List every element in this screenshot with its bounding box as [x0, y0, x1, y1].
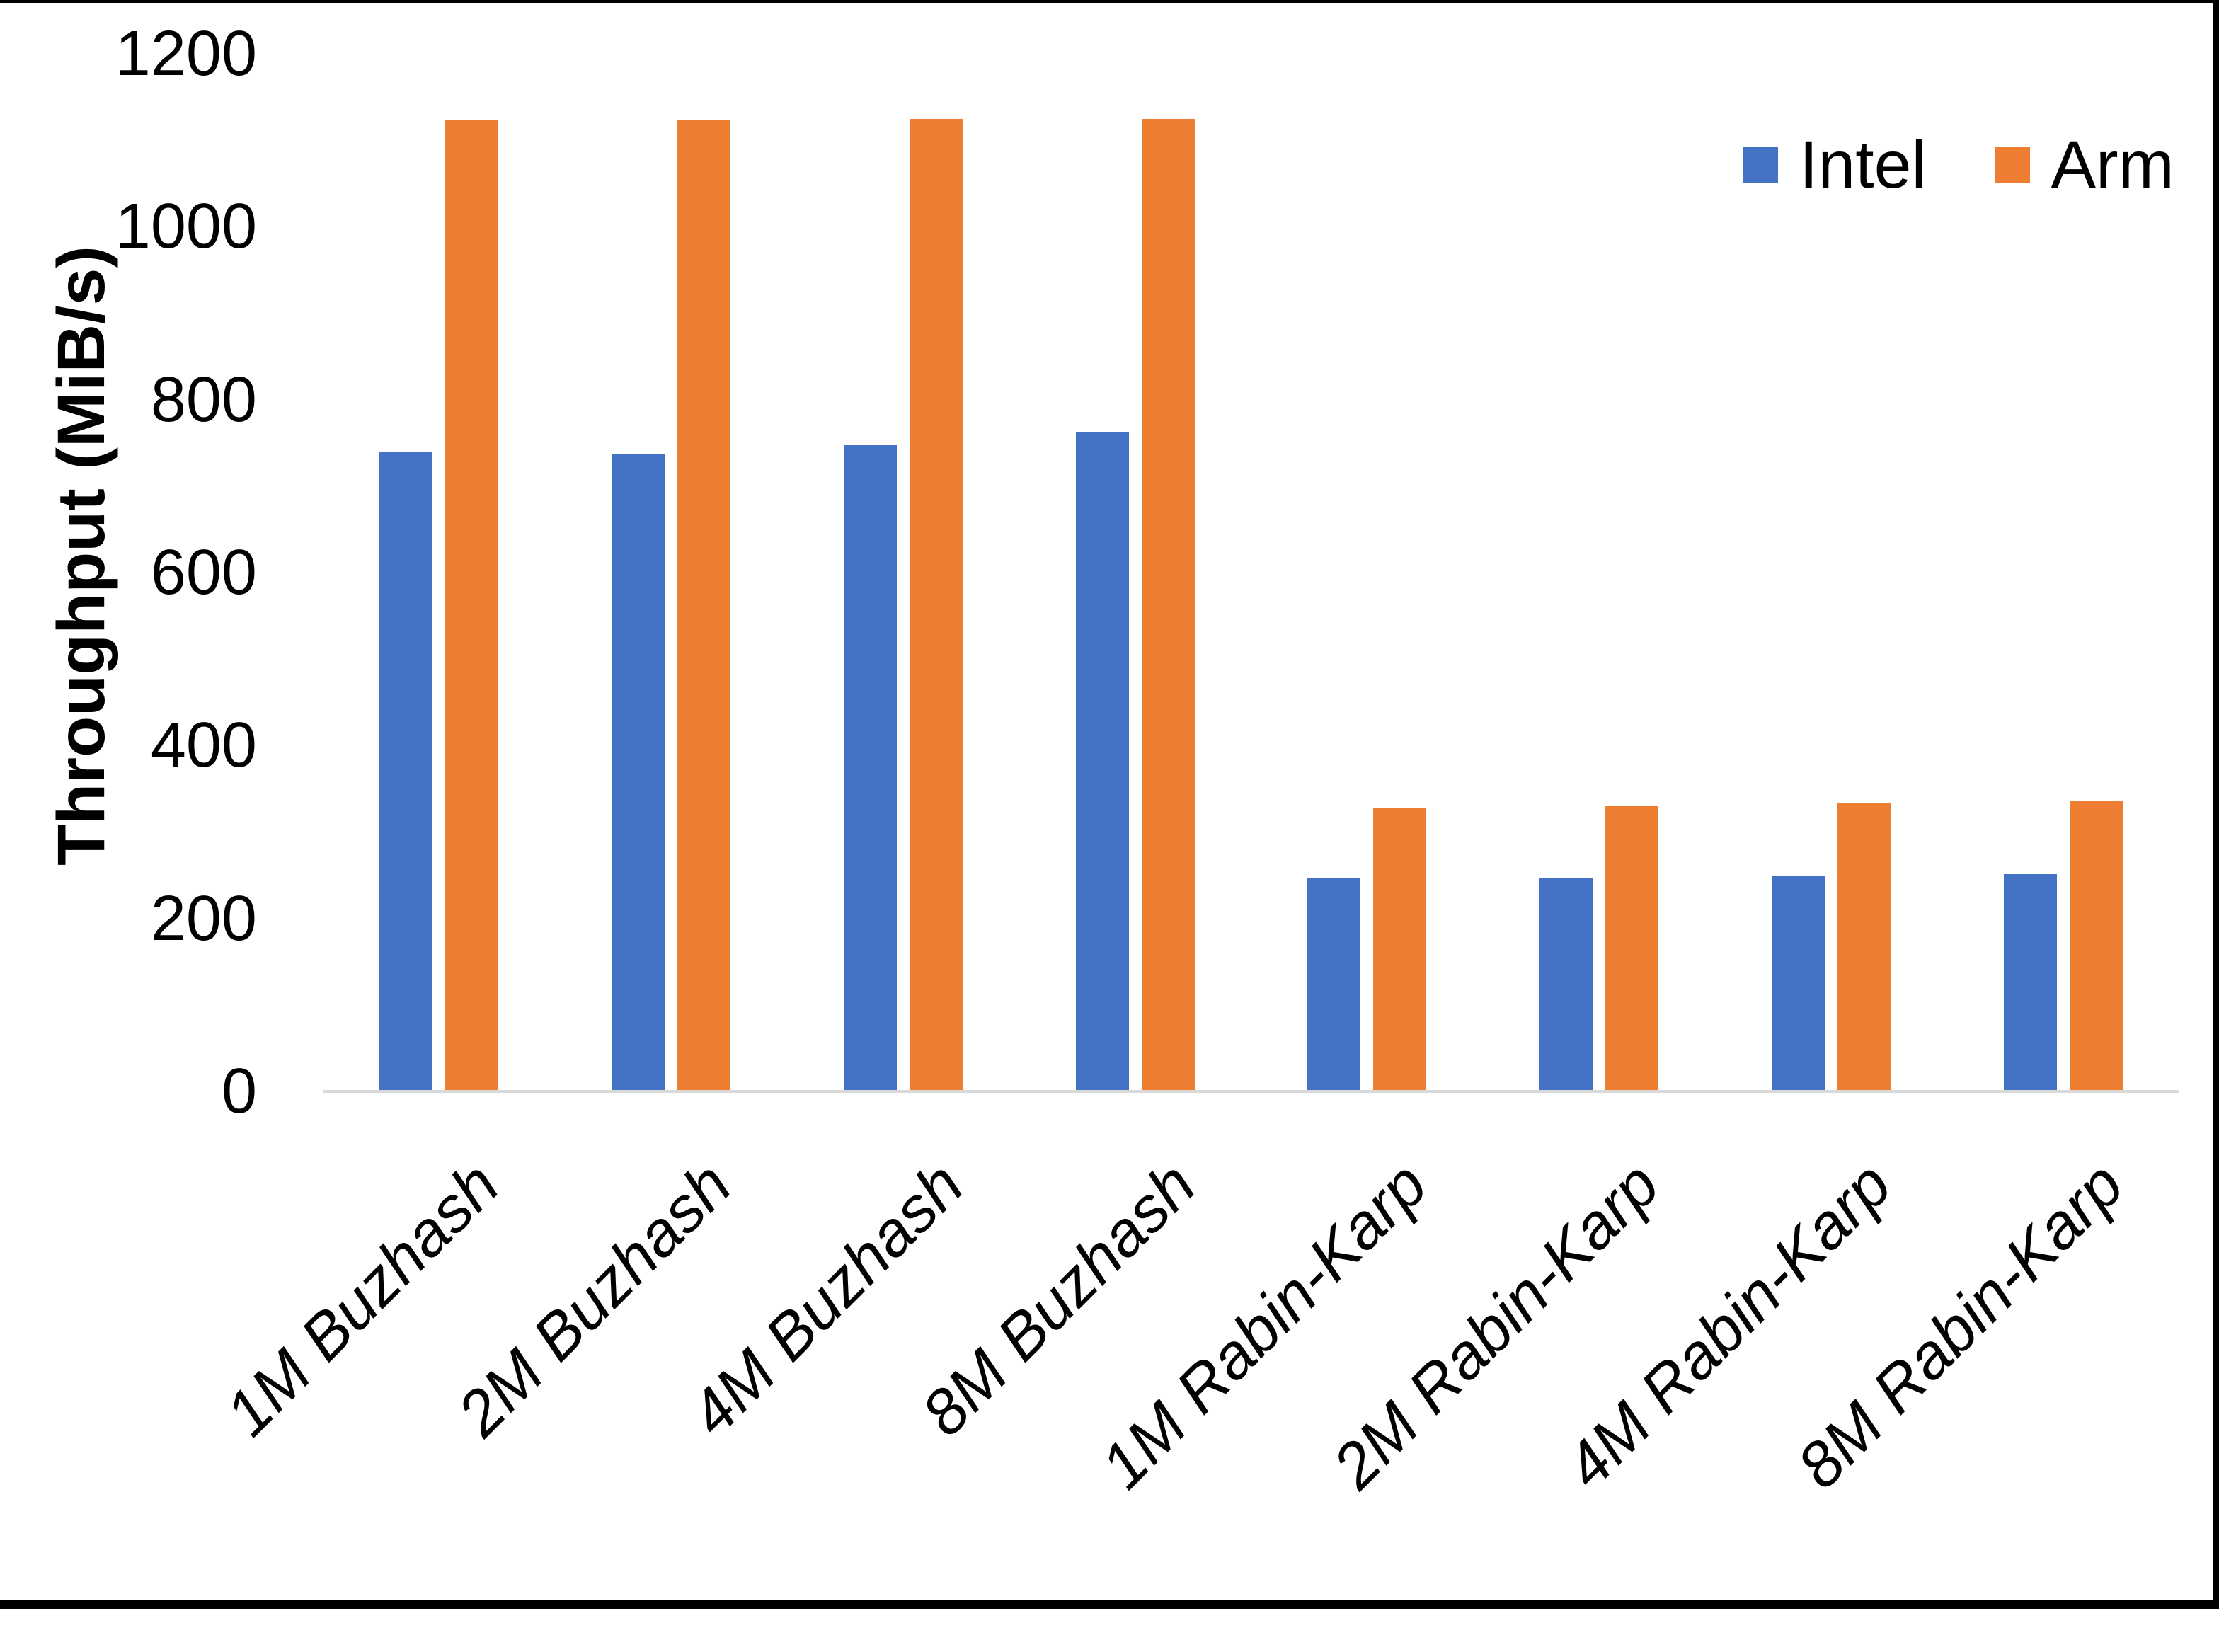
x-category-label-8m-rabin-karp: 8M Rabin-Karp: [1784, 1149, 2138, 1503]
frame-border-top: [0, 0, 2219, 3]
bar-group-1m-buzhash: [323, 54, 555, 1091]
y-tick-label-1000: 1000: [115, 191, 257, 262]
bar-arm-2m-rabin-karp: [1605, 806, 1659, 1091]
bar-group-8m-buzhash: [1019, 54, 1251, 1091]
bar-group-2m-buzhash: [555, 54, 787, 1091]
y-tick-label-1200: 1200: [115, 18, 257, 89]
bar-intel-1m-buzhash: [379, 452, 432, 1091]
y-tick-label-200: 200: [150, 883, 257, 954]
plot-area: [323, 54, 2179, 1093]
legend-label-arm: Arm: [2051, 127, 2174, 202]
legend-swatch-arm: [1994, 147, 2030, 183]
legend-item-intel: Intel: [1743, 126, 1927, 204]
y-tick-label-600: 600: [150, 537, 257, 608]
bar-arm-4m-buzhash: [909, 119, 963, 1091]
bar-group-1m-rabin-karp: [1251, 54, 1484, 1091]
bar-intel-2m-rabin-karp: [1539, 878, 1593, 1091]
bar-group-4m-buzhash: [787, 54, 1019, 1091]
y-tick-label-0: 0: [221, 1056, 257, 1127]
y-tick-label-400: 400: [150, 710, 257, 781]
bar-group-8m-rabin-karp: [1947, 54, 2179, 1091]
bar-groups: [323, 54, 2179, 1091]
chart-page: { "chart_data": { "type": "bar", "title"…: [0, 0, 2219, 1609]
legend-swatch-intel: [1743, 147, 1778, 183]
legend: Intel Arm: [1743, 126, 2174, 204]
bar-intel-1m-rabin-karp: [1307, 878, 1361, 1091]
bar-arm-1m-buzhash: [445, 120, 498, 1091]
bar-intel-2m-buzhash: [611, 454, 665, 1091]
frame-border-right: [2213, 0, 2219, 1609]
bar-intel-8m-buzhash: [1075, 432, 1129, 1091]
bar-arm-8m-rabin-karp: [2070, 801, 2123, 1091]
bar-arm-4m-rabin-karp: [1837, 803, 1891, 1091]
bar-intel-4m-rabin-karp: [1772, 876, 1825, 1091]
bar-arm-2m-buzhash: [677, 120, 730, 1091]
x-axis-line: [323, 1090, 2179, 1093]
bar-intel-8m-rabin-karp: [2004, 874, 2058, 1091]
bar-arm-8m-buzhash: [1141, 119, 1195, 1091]
legend-label-intel: Intel: [1799, 127, 1927, 202]
y-tick-label-800: 800: [150, 365, 257, 435]
bar-group-4m-rabin-karp: [1715, 54, 1947, 1091]
bar-group-2m-rabin-karp: [1483, 54, 1715, 1091]
bar-arm-1m-rabin-karp: [1373, 808, 1427, 1091]
frame-border-bottom: [0, 1600, 2219, 1609]
bar-intel-4m-buzhash: [843, 445, 897, 1091]
legend-item-arm: Arm: [1994, 126, 2174, 204]
